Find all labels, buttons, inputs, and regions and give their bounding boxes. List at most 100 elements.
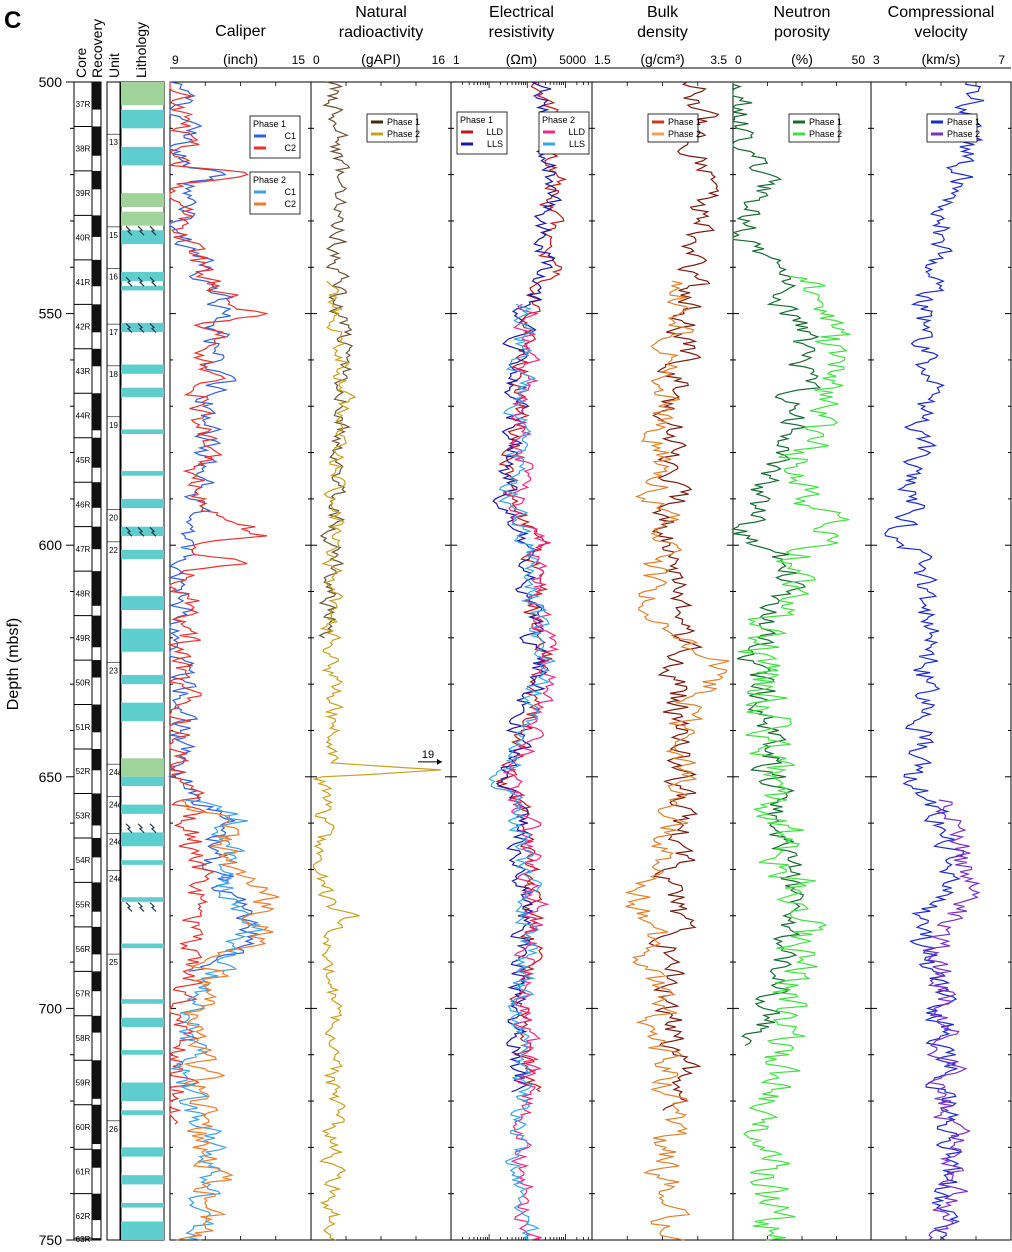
fault-symbol <box>125 323 133 333</box>
track-title: Natural <box>355 4 407 21</box>
track-title: Caliper <box>215 23 266 40</box>
legend-title: Phase 1 <box>253 119 286 129</box>
fault-symbol <box>125 823 133 834</box>
core-label: 47R <box>76 545 91 554</box>
core-label: 40R <box>76 234 91 243</box>
depth-tick-label: 500 <box>39 74 63 90</box>
core-label: 57R <box>76 990 91 999</box>
unit-label: 22 <box>109 546 118 555</box>
fault-symbol <box>149 823 157 834</box>
unit-label: 15 <box>109 231 118 240</box>
lithology-band <box>121 471 164 476</box>
fault-symbol <box>137 823 145 834</box>
core-label: 56R <box>76 945 91 954</box>
lithology-band <box>121 1147 164 1157</box>
series-line <box>884 81 985 1241</box>
lithology-band <box>121 776 164 787</box>
recovery-bar <box>92 1149 101 1168</box>
track-title: density <box>637 24 688 41</box>
track-max-label: 15 <box>292 53 306 67</box>
fault-symbol <box>149 323 157 333</box>
legend: Phase 1 Phase 2 <box>647 113 701 143</box>
legend: Phase 1 Phase 2 <box>788 113 842 143</box>
track-frame <box>870 81 1012 1241</box>
core-label: 49R <box>76 634 91 643</box>
legend-box <box>788 113 840 143</box>
log-track: Natural radioactivity (gAPI) 0 16 <box>310 4 452 1241</box>
recovery-bar <box>92 926 101 955</box>
depth-tick-label: 600 <box>39 537 63 553</box>
series-line <box>496 81 568 1093</box>
recovery-bar <box>92 615 101 648</box>
series-line <box>492 81 563 1093</box>
unit-label: 24e <box>109 875 123 884</box>
recovery-bar <box>92 704 101 733</box>
lithology-band <box>121 804 164 814</box>
core-label: 37R <box>76 100 91 109</box>
legend-title: Phase 1 <box>460 115 493 125</box>
core-label: 61R <box>76 1167 91 1176</box>
track-unit: (g/cm³) <box>640 51 684 67</box>
legend-entry: Phase 2 <box>387 129 420 139</box>
panel-label: C <box>4 7 21 34</box>
recovery-bar <box>92 82 101 110</box>
legend-entry: Phase 1 <box>668 117 701 127</box>
track-title: radioactivity <box>339 24 423 41</box>
unit-label: 25 <box>109 958 118 967</box>
legend-entry: C1 <box>284 131 296 141</box>
legend-entry: C1 <box>284 187 296 197</box>
recovery-bar <box>92 571 101 606</box>
core-label: 62R <box>76 1212 91 1221</box>
recovery-bar <box>92 1015 101 1033</box>
legend-entry: C2 <box>284 143 296 153</box>
track-title: resistivity <box>489 24 555 41</box>
track-max-label: 50 <box>852 53 866 67</box>
legend-title: Phase 2 <box>542 115 575 125</box>
legend-entry: C2 <box>284 199 296 209</box>
legend: Phase 1 Phase 2 <box>366 113 420 143</box>
lithology-band <box>121 628 164 652</box>
core-label: 41R <box>76 278 91 287</box>
recovery-bar <box>92 170 101 190</box>
track-frame <box>450 81 593 1241</box>
track-min-label: 9 <box>172 53 179 67</box>
fault-symbol <box>125 526 133 537</box>
fault-symbol <box>137 902 145 912</box>
track-title: Neutron <box>774 4 831 21</box>
legend-entry: LLS <box>487 139 503 149</box>
legend: Phase 1 Phase 2 <box>926 113 980 143</box>
unit-label: 16 <box>109 273 118 282</box>
lithology-band <box>121 897 164 902</box>
recovery-bar <box>92 660 101 678</box>
track-min-label: 1 <box>453 53 460 67</box>
legend-box <box>366 113 418 143</box>
series-line <box>624 280 730 1241</box>
lithology-band <box>121 498 164 509</box>
strip-header: Unit <box>106 53 122 78</box>
lithology-band <box>121 364 164 374</box>
fault-symbol <box>137 276 145 287</box>
lithology-band <box>121 211 164 226</box>
lithology-band <box>121 832 164 847</box>
lithology-band <box>121 860 164 865</box>
legend-entry: LLD <box>568 127 585 137</box>
offscale-arrowhead <box>437 758 442 765</box>
core-label: 48R <box>76 589 91 598</box>
fault-symbol <box>149 902 157 912</box>
strip-header: Core <box>73 47 89 78</box>
core-label: 51R <box>76 723 91 732</box>
core-label: 59R <box>76 1079 91 1088</box>
fault-symbol <box>125 902 133 912</box>
log-track: Caliper (inch) 9 15 <box>169 23 312 1241</box>
lithology-band <box>121 82 164 106</box>
track-unit: (%) <box>791 51 813 67</box>
legend-entry: Phase 2 <box>668 129 701 139</box>
series-line <box>167 81 259 972</box>
series-line <box>312 280 441 1241</box>
unit-column <box>106 81 121 1241</box>
core-label: 55R <box>76 901 91 910</box>
unit-label: 20 <box>109 513 118 522</box>
fault-symbol <box>137 323 145 333</box>
unit-label: 24c <box>109 801 122 810</box>
